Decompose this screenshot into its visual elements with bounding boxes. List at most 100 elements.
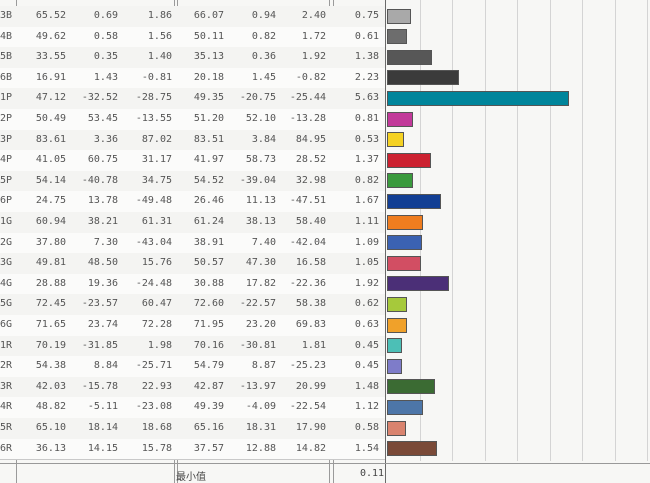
bar-6R (387, 441, 437, 457)
delta-value: 0.63 (354, 319, 379, 330)
cell-value: -22.57 (239, 298, 276, 310)
cell-value: 60.47 (141, 298, 172, 310)
cell-value: -25.44 (289, 92, 326, 104)
delta-value: 1.92 (354, 277, 379, 289)
row-label: 1P (0, 92, 13, 104)
cell-value: 22.93 (141, 380, 172, 392)
table-row (0, 418, 385, 439)
cell-value: 61.24 (193, 216, 224, 227)
cell-value: 83.61 (35, 133, 66, 145)
cell-value: 49.35 (193, 92, 224, 104)
row-label: 4B (0, 30, 13, 42)
row-label: 5B (0, 51, 13, 63)
cell-value: 42.87 (193, 380, 224, 392)
delta-value: 1.67 (354, 195, 379, 207)
cell-value: 18.31 (245, 422, 276, 433)
cell-value: -13.55 (135, 113, 172, 124)
cell-value: -25.71 (135, 360, 172, 372)
cell-value: -15.78 (81, 380, 118, 392)
bar-4G (387, 276, 450, 292)
table-row (0, 232, 385, 254)
bar-3R (387, 379, 435, 395)
cell-value: 2.40 (301, 10, 326, 21)
bar-6B (387, 70, 460, 86)
cell-value: 23.20 (245, 319, 276, 330)
cell-value: 28.88 (35, 277, 66, 289)
cell-value: 0.69 (93, 10, 118, 21)
footer-label: 最小值 (176, 472, 206, 483)
cell-value: 1.92 (301, 51, 326, 63)
table-row (0, 129, 385, 151)
cell-value: 34.75 (141, 174, 172, 186)
cell-value: 14.82 (295, 442, 326, 454)
cell-value: 50.11 (193, 30, 224, 42)
delta-value: 0.45 (354, 339, 379, 351)
table-row (0, 67, 385, 89)
cell-value: 13.78 (87, 195, 118, 207)
cell-value: 11.13 (245, 195, 276, 207)
cell-value: 20.18 (193, 71, 224, 83)
delta-value: 1.37 (354, 154, 379, 166)
cell-value: -39.04 (239, 174, 276, 186)
cell-value: 7.30 (93, 236, 118, 248)
cell-value: -43.04 (135, 236, 172, 248)
cell-value: 1.40 (147, 51, 172, 63)
chart-gridline (550, 0, 551, 461)
delta-value: 1.12 (354, 401, 379, 413)
cell-value: 37.80 (35, 236, 66, 248)
cell-value: -42.04 (289, 236, 326, 248)
row-label: 4P (0, 154, 13, 166)
cell-value: 16.58 (295, 257, 326, 269)
cell-value: 60.94 (35, 216, 66, 227)
row-label: 3R (0, 380, 13, 392)
chart-gridline (485, 0, 486, 461)
cell-value: 52.10 (245, 113, 276, 124)
cell-value: 71.95 (193, 319, 224, 330)
table-row (0, 273, 385, 295)
cell-value: 72.60 (193, 298, 224, 310)
cell-value: 84.95 (295, 133, 326, 145)
cell-value: 1.86 (147, 10, 172, 21)
cell-value: 15.78 (141, 442, 172, 454)
cell-value: 1.72 (301, 30, 326, 42)
cell-value: 60.75 (87, 154, 118, 166)
bar-6P (387, 193, 441, 209)
delta-value: 1.05 (354, 257, 379, 269)
cell-value: -13.97 (239, 380, 276, 392)
cell-value: 65.10 (35, 422, 66, 433)
table-row (0, 150, 385, 171)
delta-value: 0.62 (354, 298, 379, 310)
cell-value: 12.88 (245, 442, 276, 454)
table-row (0, 315, 385, 336)
bar-5P (387, 173, 414, 189)
cell-value: 66.07 (193, 10, 224, 21)
cell-value: 0.94 (251, 10, 276, 21)
cell-value: 54.38 (35, 360, 66, 372)
cell-value: 72.28 (141, 319, 172, 330)
footer-value: 0.11 (360, 468, 385, 479)
cell-value: 15.76 (141, 257, 172, 269)
cell-value: 50.49 (35, 113, 66, 124)
cell-value: 28.52 (295, 154, 326, 166)
table-row (0, 212, 385, 233)
table-row (0, 397, 385, 418)
cell-value: 1.56 (147, 30, 172, 42)
cell-value: 35.13 (193, 51, 224, 63)
cell-value: 53.45 (87, 113, 118, 124)
cell-value: 70.19 (35, 339, 66, 351)
cell-value: 0.82 (251, 30, 276, 42)
table-row (0, 191, 385, 212)
row-divider (0, 459, 385, 460)
chart-gridline (517, 0, 518, 461)
row-label: 6G (0, 319, 13, 330)
chart-gridline (582, 0, 583, 461)
bar-4P (387, 152, 432, 168)
delta-value: 2.23 (354, 71, 379, 83)
cell-value: 37.57 (193, 442, 224, 454)
table-row (0, 438, 385, 460)
bar-1R (387, 338, 402, 354)
row-label: 3B (0, 10, 13, 21)
cell-value: 3.36 (93, 133, 118, 145)
cell-value: 38.21 (87, 216, 118, 227)
cell-value: -32.52 (81, 92, 118, 104)
